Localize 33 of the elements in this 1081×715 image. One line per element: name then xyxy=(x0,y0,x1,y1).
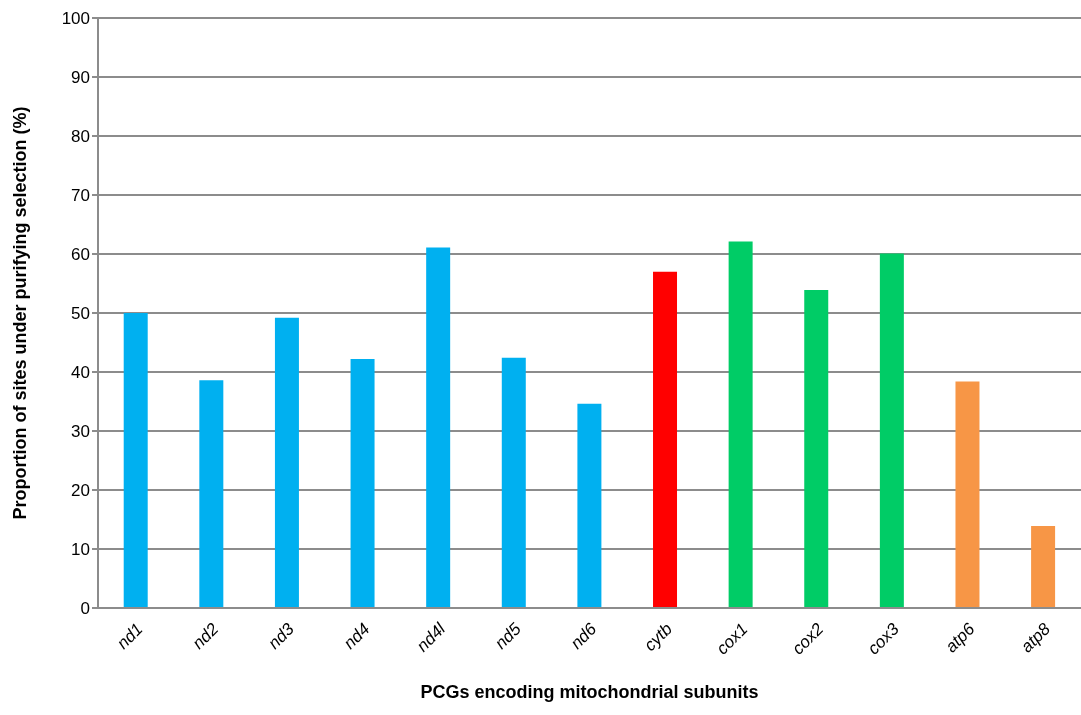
y-tick-label: 0 xyxy=(80,599,90,619)
bar xyxy=(879,253,904,608)
bar xyxy=(577,403,602,608)
y-tick-label: 80 xyxy=(71,127,90,147)
x-axis-title: PCGs encoding mitochondrial subunits xyxy=(420,682,759,702)
x-tick-label: nd5 xyxy=(491,619,526,653)
y-tick-label: 70 xyxy=(71,186,90,206)
bar xyxy=(955,381,980,608)
bar xyxy=(426,247,451,608)
y-tick-label: 20 xyxy=(71,481,90,501)
bar xyxy=(653,271,678,608)
y-tick-label: 60 xyxy=(71,245,90,265)
x-tick-label: nd3 xyxy=(264,619,299,653)
bar xyxy=(1031,525,1056,608)
bar xyxy=(199,380,224,608)
y-tick-label: 50 xyxy=(71,304,90,324)
x-tick-label: nd6 xyxy=(566,619,601,653)
y-tick-label: 40 xyxy=(71,363,90,383)
bar xyxy=(804,289,829,608)
bar xyxy=(728,241,753,608)
y-tick-label: 100 xyxy=(61,9,90,29)
bar xyxy=(501,357,526,608)
x-tick-label: nd2 xyxy=(188,619,223,653)
x-tick-label: nd1 xyxy=(113,619,147,653)
y-tick-label: 10 xyxy=(71,540,90,560)
bar xyxy=(350,359,375,608)
bar xyxy=(123,313,148,608)
y-tick-label: 30 xyxy=(71,422,90,442)
x-tick-label: nd4 xyxy=(339,619,374,653)
y-tick-label: 90 xyxy=(71,68,90,88)
bar xyxy=(274,317,299,608)
x-tick-label: cytb xyxy=(640,619,676,655)
y-axis-title: Proportion of sites under purifying selection (%) xyxy=(10,106,31,520)
